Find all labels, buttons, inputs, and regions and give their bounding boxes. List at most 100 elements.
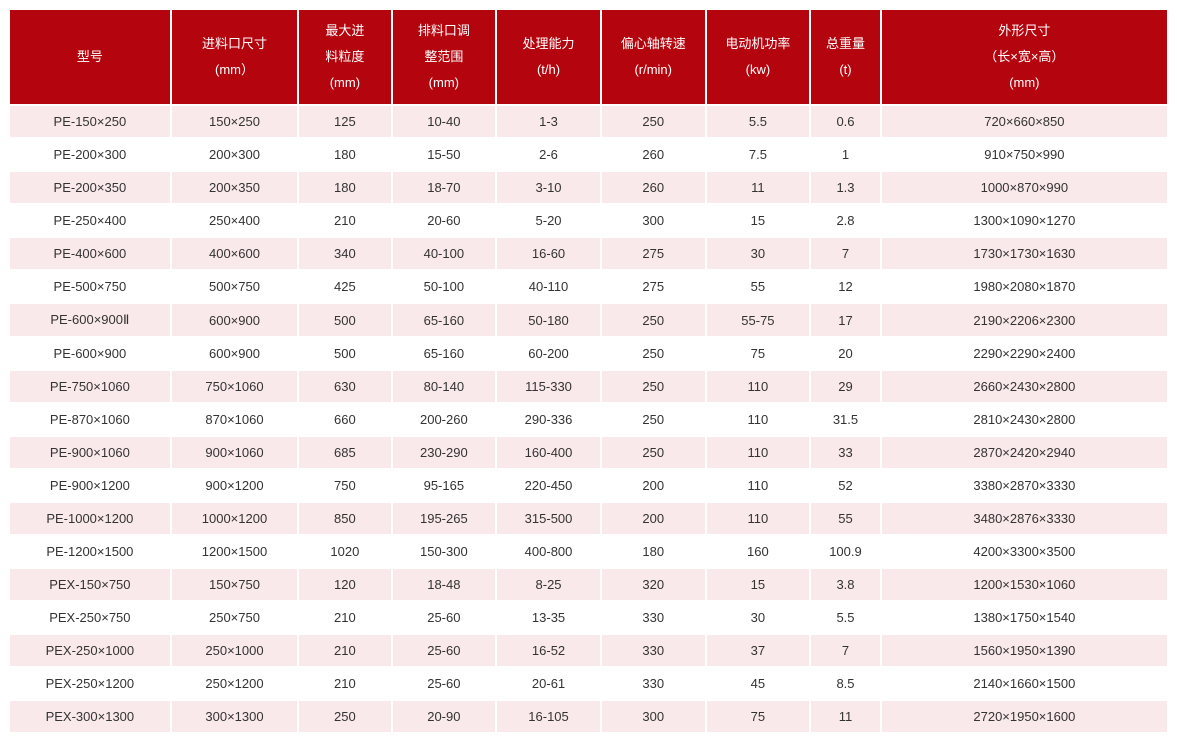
cell-max_feed: 210 (299, 635, 390, 666)
cell-dims: 2870×2420×2940 (882, 437, 1167, 468)
col-header-discharge: 排料口调整范围(mm) (393, 10, 496, 104)
table-row: PE-750×1060750×106063080-140115-33025011… (10, 371, 1167, 402)
cell-discharge: 18-70 (393, 172, 496, 203)
cell-power: 15 (707, 569, 810, 600)
cell-max_feed: 660 (299, 404, 390, 435)
cell-weight: 1 (811, 139, 879, 170)
cell-feed_size: 600×900 (172, 338, 298, 369)
cell-weight: 7 (811, 238, 879, 269)
cell-dims: 2660×2430×2800 (882, 371, 1167, 402)
cell-weight: 31.5 (811, 404, 879, 435)
cell-capacity: 40-110 (497, 271, 600, 302)
col-header-capacity: 处理能力(t/h) (497, 10, 600, 104)
cell-max_feed: 180 (299, 139, 390, 170)
cell-dims: 3480×2876×3330 (882, 503, 1167, 534)
cell-speed: 330 (602, 668, 705, 699)
cell-speed: 275 (602, 271, 705, 302)
cell-feed_size: 150×250 (172, 106, 298, 137)
cell-dims: 2720×1950×1600 (882, 701, 1167, 732)
cell-weight: 33 (811, 437, 879, 468)
cell-model: PE-900×1200 (10, 470, 170, 501)
cell-capacity: 315-500 (497, 503, 600, 534)
cell-speed: 250 (602, 304, 705, 336)
cell-capacity: 290-336 (497, 404, 600, 435)
cell-feed_size: 1200×1500 (172, 536, 298, 567)
cell-model: PE-200×300 (10, 139, 170, 170)
table-row: PE-400×600400×60034040-10016-60275307173… (10, 238, 1167, 269)
cell-power: 160 (707, 536, 810, 567)
cell-capacity: 1-3 (497, 106, 600, 137)
table-row: PE-1000×12001000×1200850195-265315-50020… (10, 503, 1167, 534)
cell-power: 110 (707, 371, 810, 402)
cell-power: 7.5 (707, 139, 810, 170)
table-row: PEX-300×1300300×130025020-9016-105300751… (10, 701, 1167, 732)
cell-weight: 17 (811, 304, 879, 336)
cell-discharge: 20-60 (393, 205, 496, 236)
cell-speed: 180 (602, 536, 705, 567)
cell-capacity: 16-52 (497, 635, 600, 666)
cell-max_feed: 500 (299, 338, 390, 369)
cell-power: 11 (707, 172, 810, 203)
cell-power: 75 (707, 701, 810, 732)
cell-capacity: 16-105 (497, 701, 600, 732)
cell-dims: 2140×1660×1500 (882, 668, 1167, 699)
cell-capacity: 115-330 (497, 371, 600, 402)
cell-capacity: 220-450 (497, 470, 600, 501)
cell-speed: 320 (602, 569, 705, 600)
cell-weight: 29 (811, 371, 879, 402)
cell-feed_size: 900×1060 (172, 437, 298, 468)
cell-feed_size: 250×1200 (172, 668, 298, 699)
table-row: PE-200×300200×30018015-502-62607.51910×7… (10, 139, 1167, 170)
cell-feed_size: 150×750 (172, 569, 298, 600)
cell-model: PE-870×1060 (10, 404, 170, 435)
table-row: PE-600×900600×90050065-16060-20025075202… (10, 338, 1167, 369)
cell-max_feed: 685 (299, 437, 390, 468)
cell-model: PEX-250×750 (10, 602, 170, 633)
cell-max_feed: 250 (299, 701, 390, 732)
cell-dims: 1730×1730×1630 (882, 238, 1167, 269)
cell-speed: 300 (602, 205, 705, 236)
cell-max_feed: 120 (299, 569, 390, 600)
cell-dims: 1200×1530×1060 (882, 569, 1167, 600)
cell-capacity: 3-10 (497, 172, 600, 203)
cell-speed: 250 (602, 106, 705, 137)
cell-feed_size: 250×1000 (172, 635, 298, 666)
cell-feed_size: 250×750 (172, 602, 298, 633)
cell-model: PE-200×350 (10, 172, 170, 203)
cell-model: PE-1200×1500 (10, 536, 170, 567)
cell-discharge: 95-165 (393, 470, 496, 501)
cell-feed_size: 200×350 (172, 172, 298, 203)
cell-capacity: 50-180 (497, 304, 600, 336)
cell-power: 37 (707, 635, 810, 666)
cell-power: 30 (707, 238, 810, 269)
table-row: PEX-150×750150×75012018-488-25320153.812… (10, 569, 1167, 600)
cell-discharge: 50-100 (393, 271, 496, 302)
cell-capacity: 60-200 (497, 338, 600, 369)
cell-model: PE-400×600 (10, 238, 170, 269)
col-header-dims: 外形尺寸（长×宽×高）(mm) (882, 10, 1167, 104)
cell-weight: 100.9 (811, 536, 879, 567)
cell-discharge: 25-60 (393, 668, 496, 699)
cell-feed_size: 300×1300 (172, 701, 298, 732)
cell-feed_size: 400×600 (172, 238, 298, 269)
cell-dims: 1980×2080×1870 (882, 271, 1167, 302)
cell-capacity: 5-20 (497, 205, 600, 236)
table-row: PE-150×250150×25012510-401-32505.50.6720… (10, 106, 1167, 137)
cell-discharge: 80-140 (393, 371, 496, 402)
col-header-feed_size: 进料口尺寸(mm） (172, 10, 298, 104)
cell-max_feed: 125 (299, 106, 390, 137)
cell-dims: 1380×1750×1540 (882, 602, 1167, 633)
cell-model: PE-500×750 (10, 271, 170, 302)
cell-discharge: 195-265 (393, 503, 496, 534)
cell-model: PE-600×900Ⅱ (10, 304, 170, 336)
cell-feed_size: 200×300 (172, 139, 298, 170)
cell-model: PE-250×400 (10, 205, 170, 236)
cell-model: PEX-150×750 (10, 569, 170, 600)
cell-feed_size: 600×900 (172, 304, 298, 336)
cell-speed: 200 (602, 503, 705, 534)
cell-discharge: 15-50 (393, 139, 496, 170)
cell-power: 5.5 (707, 106, 810, 137)
cell-discharge: 40-100 (393, 238, 496, 269)
cell-speed: 300 (602, 701, 705, 732)
table-row: PEX-250×1200250×120021025-6020-61330458.… (10, 668, 1167, 699)
